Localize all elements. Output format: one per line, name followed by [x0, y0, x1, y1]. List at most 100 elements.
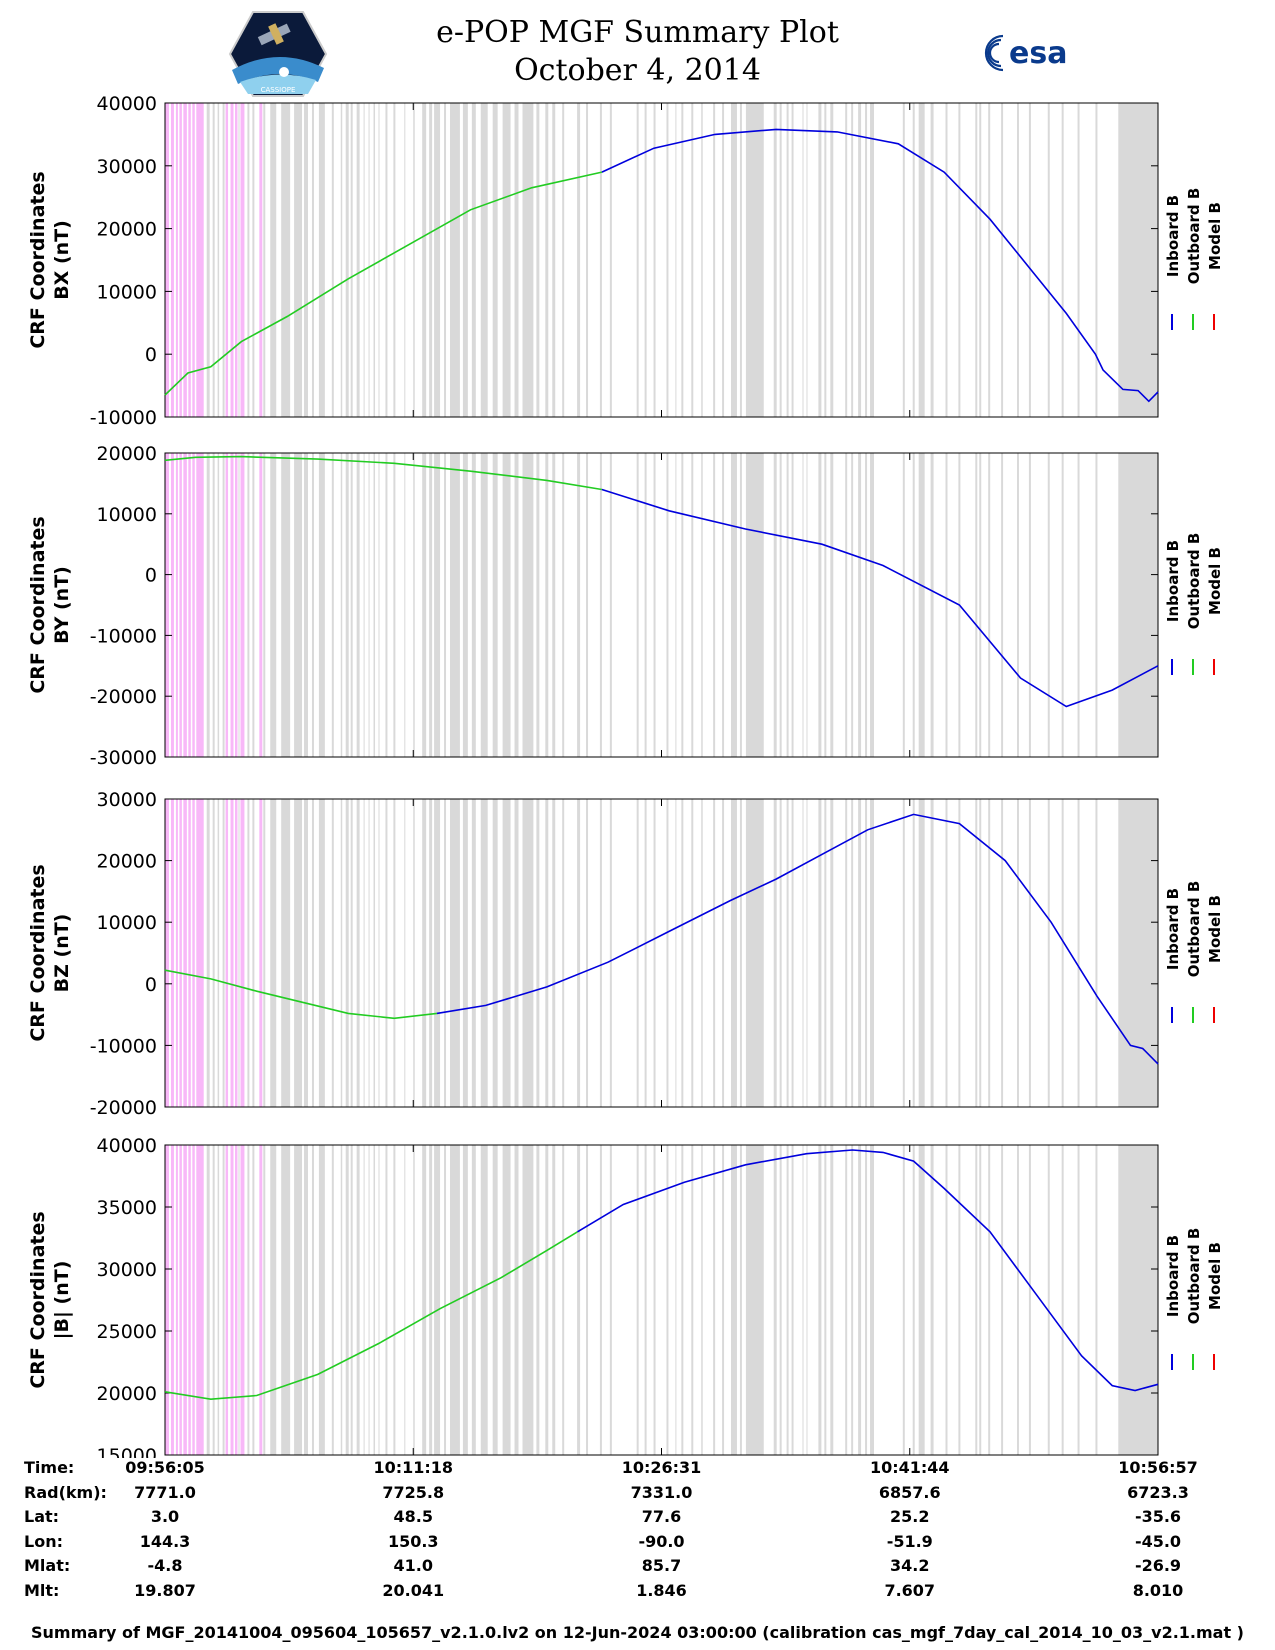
gray-band [1118, 103, 1158, 417]
series-line-inboard-b [601, 128, 1159, 403]
gray-band [644, 103, 647, 417]
gray-band [975, 103, 978, 417]
info-cell: -35.6 [1134, 1507, 1182, 1526]
gray-band [979, 103, 982, 417]
gray-band [1028, 103, 1031, 417]
gray-band [363, 1145, 365, 1455]
gray-band [212, 1145, 215, 1455]
gray-band [636, 799, 639, 1107]
gray-band [1077, 799, 1080, 1107]
gray-band [514, 103, 519, 417]
gray-band [217, 1145, 220, 1455]
pink-band [183, 103, 187, 417]
cassiope-logo: CASSIOPE [228, 11, 328, 97]
gray-band [270, 799, 277, 1107]
gray-band [252, 1145, 255, 1455]
pink-band [192, 103, 195, 417]
gray-band [502, 799, 511, 1107]
pink-band [225, 799, 229, 1107]
gray-band [870, 799, 875, 1107]
pink-band [165, 453, 169, 757]
gray-band [1077, 1145, 1080, 1455]
series-line-inboard-b [601, 488, 1159, 708]
gray-band [318, 103, 325, 417]
info-cell: 7.607 [884, 1580, 936, 1600]
gray-band [701, 1145, 703, 1455]
cassiope-logo-text: CASSIOPE [261, 86, 296, 94]
pink-band [240, 103, 245, 417]
gray-band [217, 103, 220, 417]
legend-label: Inboard B [1164, 1235, 1182, 1317]
gray-band [675, 1145, 677, 1455]
info-cell: -26.9 [1134, 1556, 1182, 1575]
gray-band [562, 103, 565, 417]
gray-band [577, 1145, 581, 1455]
info-row-label: Lat: [24, 1507, 60, 1526]
info-cell: 10:41:44 [869, 1458, 950, 1477]
pink-band [175, 799, 178, 1107]
gray-band [1077, 103, 1080, 417]
pink-band [188, 453, 191, 757]
gray-band [979, 799, 982, 1107]
gray-band [1061, 799, 1064, 1107]
panel-2: 20000 10000 0 -10000 -20000 -30000 CRF Coordin… [27, 443, 1224, 769]
gray-band [806, 453, 808, 757]
info-cell: 150.3 [387, 1531, 439, 1551]
legend-label: Outboard B [1185, 1228, 1203, 1325]
gray-band [806, 103, 808, 417]
gray-band [1095, 453, 1098, 757]
panel-1: 40000 30000 20000 10000 0 -10000 CRF Coordinat… [27, 93, 1224, 429]
gray-band [865, 799, 868, 1107]
gray-band [429, 453, 433, 757]
gray-band [599, 453, 602, 757]
gray-band [281, 799, 291, 1107]
gray-band [304, 103, 308, 417]
gray-band [217, 799, 220, 1107]
gray-band [791, 1145, 794, 1455]
gray-band [691, 453, 694, 757]
gray-band [368, 453, 370, 757]
gray-band [818, 1145, 822, 1455]
gray-band [480, 799, 488, 1107]
gray-band [1061, 1145, 1064, 1455]
gray-band [270, 1145, 277, 1455]
gray-band [422, 799, 427, 1107]
info-cell: 25.2 [890, 1507, 930, 1526]
gray-band [385, 799, 388, 1107]
gray-band [681, 103, 684, 417]
gray-band [1095, 799, 1098, 1107]
gray-band [845, 799, 848, 1107]
pink-band [179, 1145, 182, 1455]
gray-band [444, 453, 447, 757]
gray-band [824, 799, 827, 1107]
gray-band [739, 453, 742, 757]
gray-band [222, 1145, 225, 1455]
pink-band [225, 453, 229, 757]
gray-band [480, 1145, 488, 1455]
gray-band [350, 1145, 353, 1455]
plot-title: e-POP MGF Summary Plot [436, 15, 839, 50]
gray-band [304, 1145, 308, 1455]
pink-band [183, 453, 187, 757]
gray-band [773, 799, 777, 1107]
gray-band [522, 799, 534, 1107]
gray-band [318, 453, 325, 757]
gray-band [644, 1145, 647, 1455]
y-tick-label: 15000 [97, 1445, 157, 1458]
gray-band [471, 103, 476, 417]
gray-band [449, 799, 460, 1107]
info-cell: 85.7 [641, 1556, 682, 1575]
info-cell: 7771.0 [134, 1482, 196, 1502]
legend-label: Inboard B [1164, 888, 1182, 970]
gray-band [609, 103, 612, 417]
gray-band [536, 103, 540, 417]
gray-band [791, 453, 794, 757]
gray-band [345, 1145, 349, 1455]
pink-band [235, 1145, 238, 1455]
gray-band [824, 1145, 827, 1455]
gray-band [294, 799, 303, 1107]
y-axis-label: CRF Coordinates BY (nT) [27, 516, 73, 693]
gray-band [1016, 799, 1019, 1107]
series-line-outboard-b [164, 969, 437, 1020]
gray-band [975, 799, 978, 1107]
